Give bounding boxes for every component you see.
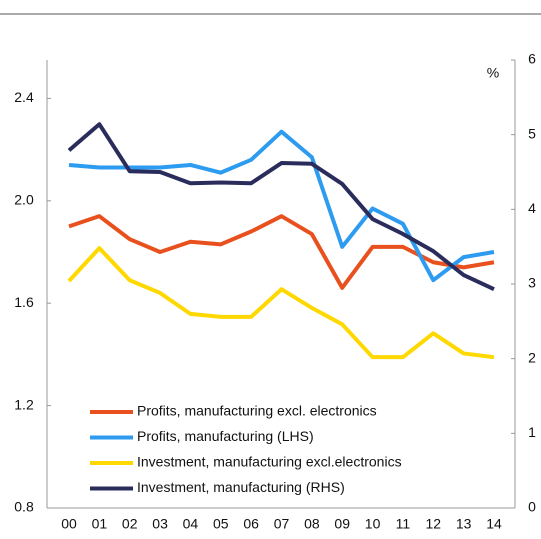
x-tick-label: 07: [274, 516, 290, 532]
y-tick-label: 2.4: [14, 89, 34, 105]
x-tick-label: 02: [122, 516, 138, 532]
legend-label: Investment, manufacturing (RHS): [137, 479, 345, 495]
legend-label: Investment, manufacturing excl.electroni…: [137, 454, 402, 470]
y-tick-label: 2.0: [14, 192, 34, 208]
y2-tick-label: 0: [528, 499, 536, 515]
x-tick-label: 04: [183, 516, 199, 532]
y2-tick-label: 6: [528, 51, 536, 67]
y-tick-label: 1.6: [14, 294, 34, 310]
series-line: [68, 214, 495, 290]
series-line: [67, 246, 495, 360]
x-tick-label: 10: [365, 516, 381, 532]
x-tick-label: 11: [396, 516, 411, 532]
y2-tick-label: 4: [528, 200, 536, 216]
legend-label: Profits, manufacturing excl. electronics: [137, 403, 377, 419]
x-tick-label: 06: [243, 516, 259, 532]
y-tick-label: 1.2: [14, 396, 34, 412]
x-tick-label: 05: [213, 516, 229, 532]
y2-tick-label: 2: [528, 349, 536, 365]
x-tick-label: 14: [486, 516, 502, 532]
x-tick-label: 00: [61, 516, 77, 532]
y2-axis-label: %: [487, 65, 499, 81]
series-line: [68, 129, 495, 283]
x-tick-label: 12: [425, 516, 441, 532]
x-tick-label: 08: [304, 516, 320, 532]
y2-tick-label: 1: [528, 424, 536, 440]
y2-tick-label: 5: [528, 125, 536, 141]
legend-label: Profits, manufacturing (LHS): [137, 428, 314, 444]
x-tick-label: 13: [456, 516, 472, 532]
y2-tick-label: 3: [528, 275, 536, 291]
x-tick-label: 01: [92, 516, 108, 532]
x-tick-label: 09: [334, 516, 350, 532]
x-tick-label: 03: [152, 516, 168, 532]
series-line: [67, 122, 495, 292]
y-tick-label: 0.8: [14, 499, 34, 515]
